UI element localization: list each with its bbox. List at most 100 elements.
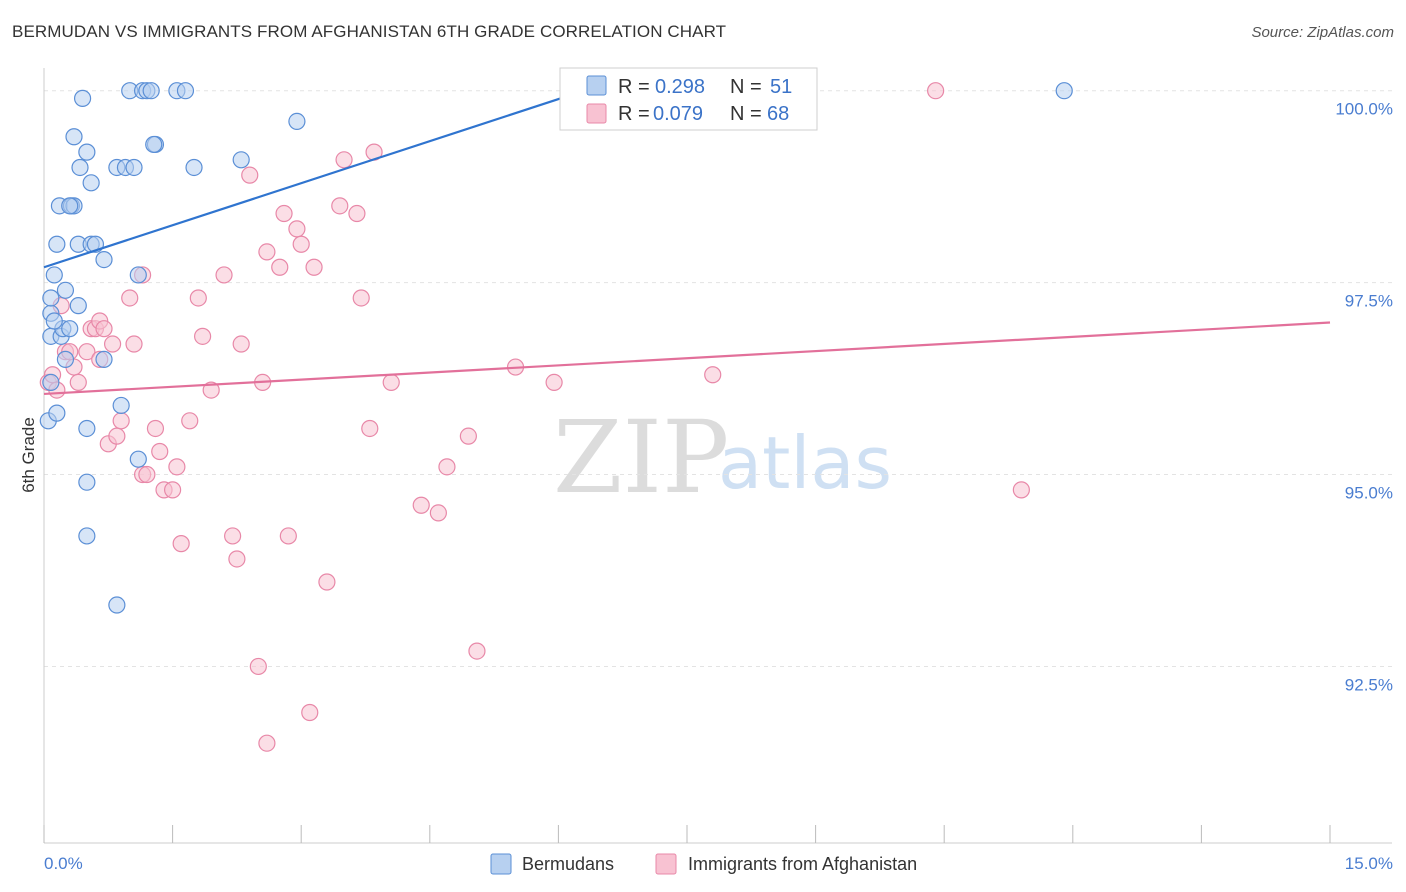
afghan-point <box>361 419 379 438</box>
series-legend-swatch-afghan <box>655 853 677 875</box>
legend-r-value-2: 0.079 <box>653 103 703 125</box>
afghan-point <box>279 527 297 545</box>
bermudan-point <box>95 250 113 269</box>
series-legend: Bermudans Immigrants from Afghanistan <box>490 853 917 875</box>
bermudan-point <box>71 158 89 177</box>
afghan-point <box>927 82 945 100</box>
bermudan-point <box>82 174 100 192</box>
afghan-point <box>352 289 370 307</box>
afghan-point <box>331 197 349 215</box>
afghan-point <box>95 320 113 338</box>
bermudan-point <box>185 158 203 177</box>
bermudan-point <box>145 135 163 154</box>
legend-r-label-2: R = <box>618 103 650 125</box>
afghan-point <box>172 535 190 553</box>
bermudan-point <box>95 350 113 368</box>
afghan-point <box>151 442 169 461</box>
afghan-point <box>545 373 563 392</box>
afghan-point <box>108 427 126 445</box>
y-tick-label: 97.5% <box>1345 292 1393 311</box>
bermudan-point <box>48 235 66 253</box>
bermudan-point <box>78 419 96 438</box>
watermark-atlas: atlas <box>718 421 892 505</box>
afghan-point <box>69 373 87 392</box>
y-tick-label: 95.0% <box>1345 484 1393 503</box>
chart-title: BERMUDAN VS IMMIGRANTS FROM AFGHANISTAN … <box>12 22 727 41</box>
bermudan-point <box>78 527 96 545</box>
series-legend-label-afghan: Immigrants from Afghanistan <box>688 854 917 874</box>
afghan-point <box>181 412 199 430</box>
afghan-point <box>318 573 336 591</box>
afghan-point <box>468 642 486 660</box>
afghan-point <box>275 204 293 223</box>
afghan-point <box>305 258 323 276</box>
legend-swatch-afghan <box>586 103 607 124</box>
afghan-point <box>348 204 366 223</box>
legend-r-value-1: 0.298 <box>655 76 705 98</box>
bermudan-point <box>45 266 63 284</box>
bermudan-point <box>61 197 79 215</box>
afghan-point <box>258 734 276 752</box>
series-legend-swatch-bermudans <box>490 853 512 875</box>
afghan-point <box>168 458 186 476</box>
bermudan-point <box>112 396 130 415</box>
x-tick-label: 0.0% <box>44 854 83 873</box>
bermudan-point <box>288 112 306 131</box>
legend-r-label-1: R = <box>618 76 650 98</box>
afghan-point <box>103 335 122 353</box>
trend-lines <box>43 89 1331 396</box>
y-axis-title: 6th Grade <box>19 417 38 493</box>
afghan-point <box>228 550 246 568</box>
bermudan-point <box>125 158 143 177</box>
afghan-point <box>249 657 267 676</box>
afghan-point <box>412 496 430 514</box>
bermudan-point <box>42 289 60 307</box>
afghan-point <box>382 373 400 392</box>
bermudan-point <box>61 320 79 338</box>
bermudan-point <box>65 128 83 146</box>
afghan-point <box>121 289 139 307</box>
bermudan-point <box>108 596 126 614</box>
afghan-point <box>335 151 353 169</box>
afghan-point <box>78 343 96 361</box>
afghan-point <box>704 366 722 384</box>
afghan-point <box>146 419 165 438</box>
bermudan-point <box>56 281 75 299</box>
afghan-point <box>189 289 207 307</box>
afghan-point <box>138 465 156 484</box>
bermudan-point <box>48 404 66 422</box>
y-tick-label: 92.5% <box>1345 675 1393 694</box>
bermudan-point <box>1055 82 1073 100</box>
legend-n-value-2: 68 <box>767 103 789 125</box>
bermudan-point <box>176 82 195 100</box>
afghan-point <box>215 266 233 284</box>
bermudan-point <box>73 89 92 107</box>
bermudan-point <box>129 266 147 284</box>
afghan-point <box>241 166 259 184</box>
bermudan-points-group <box>39 82 1073 614</box>
afghan-point <box>288 220 306 238</box>
x-tick-label: 15.0% <box>1345 854 1393 873</box>
bermudan-point <box>45 312 63 330</box>
series-legend-label-bermudans: Bermudans <box>522 854 614 874</box>
afghan-point <box>301 703 319 722</box>
bermudan-point <box>42 373 60 392</box>
correlation-legend: R = 0.298 N = 51 R = 0.079 N = 68 <box>559 67 818 131</box>
bermudan-trend-line <box>43 89 585 269</box>
legend-n-label-1: N = <box>730 76 762 98</box>
afghan-trend-line <box>43 321 1331 396</box>
afghan-point <box>194 327 212 345</box>
afghan-point <box>1012 481 1030 499</box>
afghan-point <box>125 335 143 353</box>
afghan-point <box>232 335 250 353</box>
bermudan-point <box>142 82 160 100</box>
afghan-points-group <box>39 82 1030 752</box>
bermudan-point <box>78 143 96 161</box>
bermudan-point <box>129 450 147 468</box>
bermudan-point <box>69 297 87 315</box>
afghan-point <box>292 235 310 253</box>
afghan-point <box>258 243 276 261</box>
legend-n-value-1: 51 <box>770 76 792 98</box>
legend-n-label-2: N = <box>730 103 762 125</box>
